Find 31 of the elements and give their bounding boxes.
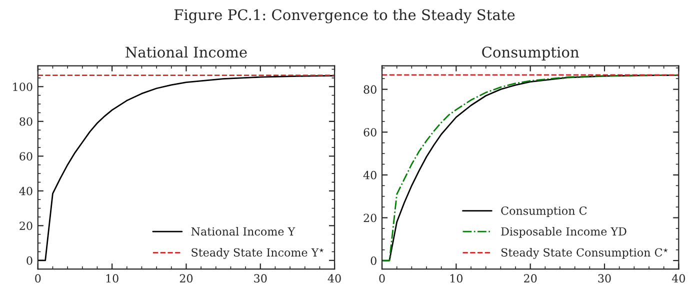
y-tick-label: 20 [364, 214, 376, 222]
line-series [38, 74, 335, 262]
text: Figure PC.1: Convergence to the Steady State [174, 8, 515, 24]
chart-title: Consumption [482, 46, 579, 60]
legend-label: Disposable Income YD [501, 227, 626, 238]
x-tick-label: 40 [328, 274, 341, 283]
legend-label: Consumption C [501, 206, 587, 218]
y-tick-label: 100 [13, 82, 32, 92]
y-tick-label: 40 [363, 170, 376, 180]
y-tick-label: 80 [20, 117, 32, 126]
y-tick-label: 40 [19, 186, 32, 196]
x-tick-label: 10 [450, 274, 463, 283]
x-tick-label: 20 [524, 274, 537, 283]
y-tick-label: 80 [364, 85, 376, 94]
y-tick-label: 60 [20, 152, 32, 161]
y-tick-label: 0 [26, 256, 32, 265]
y-tick-label: 20 [20, 222, 32, 230]
x-tick-label: 0 [379, 274, 385, 283]
y-tick-label: 0 [370, 256, 376, 265]
legend-label: Steady State Income Y$^{⋆}$ [192, 248, 324, 259]
x-tick-label: 40 [672, 274, 685, 283]
legend-label: Steady State Consumption C$^{⋆}$ [501, 248, 668, 259]
x-tick-label: 10 [106, 274, 118, 283]
x-tick-label: 0 [35, 274, 41, 283]
x-tick-label: 30 [598, 274, 611, 283]
x-tick-label: 30 [254, 274, 267, 283]
y-tick-label: 60 [364, 128, 376, 137]
line-series [382, 74, 679, 262]
chart-title: National Income [126, 46, 247, 58]
legend-label: National Income Y [191, 227, 296, 236]
x-tick-label: 20 [180, 274, 193, 283]
